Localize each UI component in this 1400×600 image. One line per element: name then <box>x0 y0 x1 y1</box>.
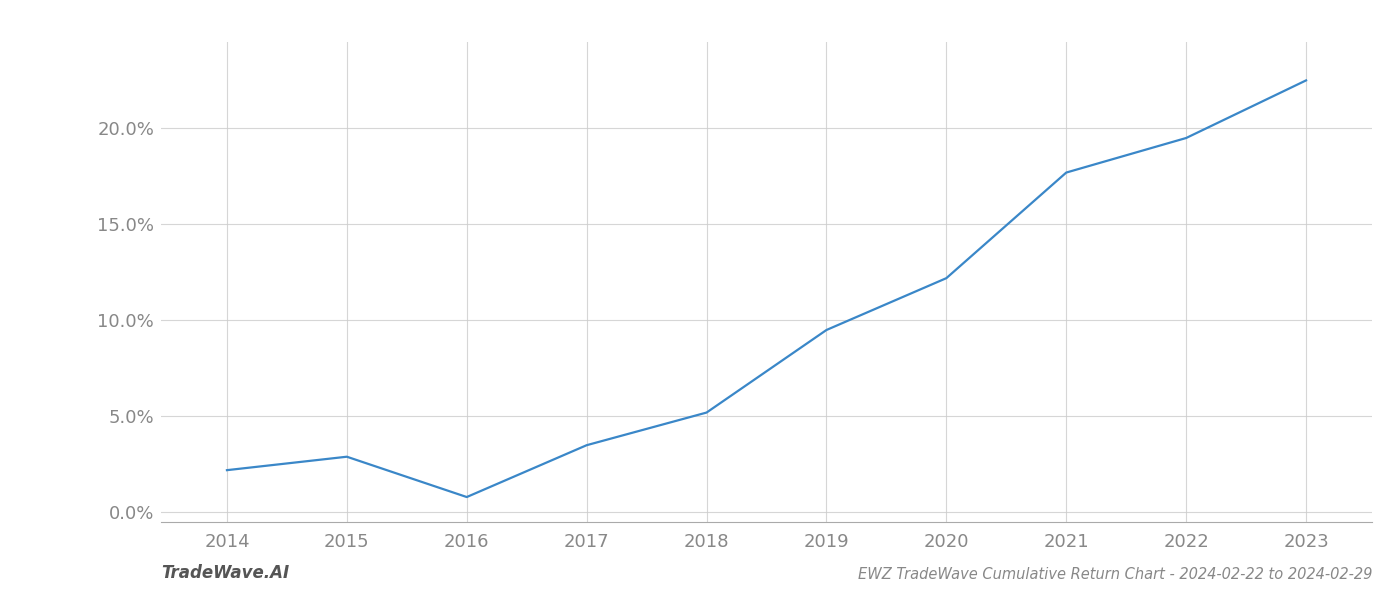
Text: EWZ TradeWave Cumulative Return Chart - 2024-02-22 to 2024-02-29: EWZ TradeWave Cumulative Return Chart - … <box>858 567 1372 582</box>
Text: TradeWave.AI: TradeWave.AI <box>161 564 290 582</box>
